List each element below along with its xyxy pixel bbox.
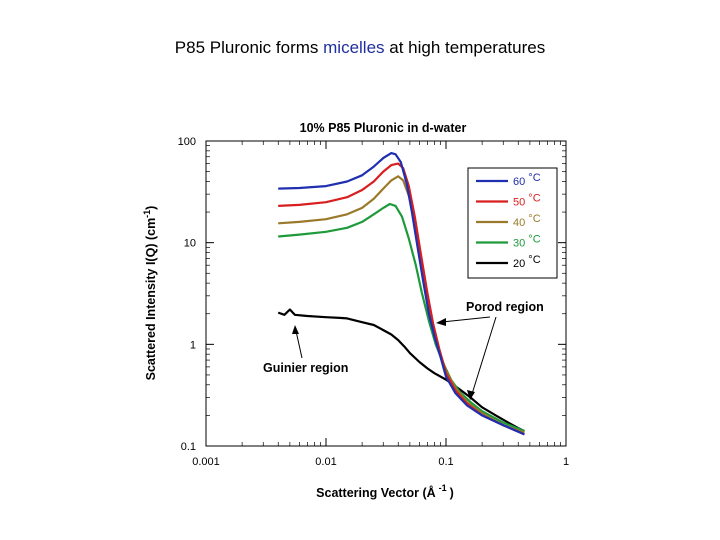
x-axis-label-main: Scattering Vector (Å [316,485,435,500]
y-axis-label: Scattered Intensity I(Q) (cm-1) [142,206,158,381]
slide-title: P85 Pluronic forms micelles at high temp… [0,38,720,58]
series-line-3 [278,202,525,433]
porod-arrow-1 [436,316,491,326]
slide-title-highlight: micelles [323,38,385,57]
series-layer [277,152,525,436]
legend-label-unit: °C [528,193,540,205]
legend-label-value: 20 [513,258,528,270]
legend-label-2: 40 °C [513,213,541,229]
legend-label-1: 50 °C [513,193,541,209]
y-tick-label: 0.1 [181,441,196,453]
legend-label-value: 50 [513,197,528,209]
annotation-porod-region: Porod region [466,300,544,314]
chart-title: 10% P85 Pluronic in d-water [300,121,467,135]
x-tick-label: 0.1 [438,456,453,468]
series-line-4 [277,308,525,433]
guinier-arrow [292,325,303,359]
x-tick-label: 0.001 [192,456,220,468]
x-tick-label: 1 [563,456,569,468]
slide-title-post: at high temperatures [384,38,546,57]
series-line-1 [278,162,525,436]
x-axis-label-sup: -1 [439,483,447,493]
annotation-guinier-region: Guinier region [263,361,348,375]
legend-label-0: 60 °C [513,172,541,188]
plot-border [205,140,567,447]
plot-frame [205,140,567,447]
y-axis-label-end: ) [144,206,158,210]
x-tick-label: 0.01 [315,456,336,468]
y-axis-label-main: Scattered Intensity I(Q) (cm [144,218,158,381]
slide-title-pre: P85 Pluronic forms [174,38,324,57]
legend: 60 °C50 °C40 °C30 °C20 °C [476,172,541,270]
legend-label-value: 40 [513,217,528,229]
legend-label-unit: °C [528,213,540,225]
porod-arrow-2 [467,316,497,400]
legend-label-value: 30 [513,238,528,250]
y-tick-label: 10 [184,238,196,250]
y-axis-label-sup: -1 [142,210,152,218]
x-axis-label-end: ) [450,486,454,500]
y-tick-label: 1 [190,339,196,351]
legend-label-unit: °C [528,234,540,246]
y-tick-label: 100 [178,136,196,148]
series-line-0 [278,152,525,436]
legend-label-4: 20 °C [513,254,541,270]
legend-label-3: 30 °C [513,234,541,250]
legend-label-value: 60 [513,176,528,188]
x-axis-label: Scattering Vector (Å -1) [316,483,454,500]
legend-label-unit: °C [528,254,540,266]
legend-label-unit: °C [528,172,540,184]
